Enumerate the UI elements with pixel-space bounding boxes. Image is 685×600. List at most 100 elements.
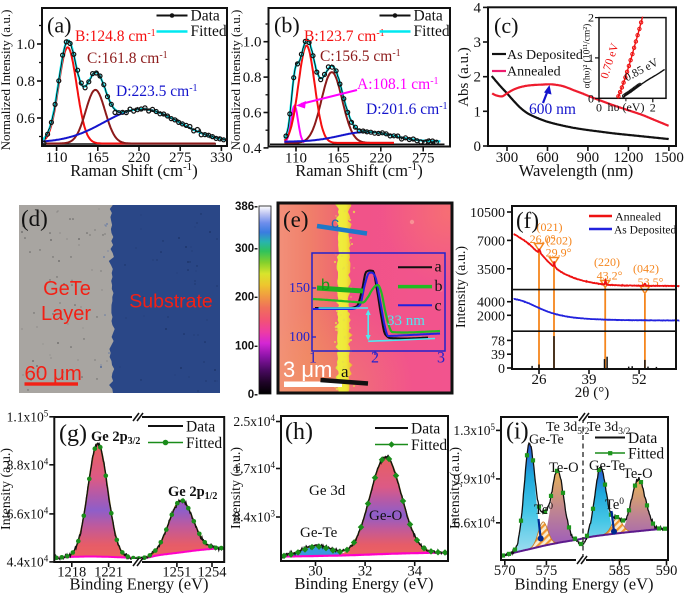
svg-text:386-: 386- [235,201,258,213]
svg-text:43.2°: 43.2° [597,269,623,283]
svg-text:600 nm: 600 nm [529,101,576,118]
svg-text:Normalized Intensity (a.u.): Normalized Intensity (a.u.) [0,10,13,151]
svg-text:α(hυ)² (10¹¹/cm²): α(hυ)² (10¹¹/cm²) [582,24,593,89]
svg-text:C:156.5 cm-1: C:156.5 cm-1 [320,48,401,65]
svg-text:52: 52 [632,372,647,388]
svg-text:Ge-Te: Ge-Te [300,525,338,541]
svg-text:220: 220 [128,150,151,166]
svg-text:(220): (220) [594,255,620,269]
svg-text:(d): (d) [21,206,48,231]
svg-text:2θ (°): 2θ (°) [575,385,609,401]
svg-text:1: 1 [309,350,317,367]
svg-text:(i): (i) [506,419,529,445]
svg-text:B:123.7 cm-1: B:123.7 cm-1 [304,28,385,45]
svg-text:Annealed: Annealed [507,65,561,80]
svg-text:D:201.6 cm-1: D:201.6 cm-1 [366,101,448,118]
svg-text:1.0: 1.0 [243,35,262,51]
svg-text:Intensity (a.u.): Intensity (a.u.) [454,246,469,328]
svg-text:4000: 4000 [477,296,505,311]
svg-text:165: 165 [87,150,110,166]
svg-text:1200: 1200 [613,150,643,166]
svg-text:C:161.8 cm-1: C:161.8 cm-1 [87,50,168,67]
svg-text:0.8: 0.8 [243,70,262,86]
svg-text:(f): (f) [516,208,539,233]
svg-text:3: 3 [474,35,482,51]
svg-text:100: 100 [289,330,310,345]
svg-text:b: b [435,278,443,295]
svg-text:Intensity (a.u.): Intensity (a.u.) [229,447,244,529]
svg-text:(h): (h) [285,419,313,445]
svg-text:1251: 1251 [162,565,191,581]
svg-text:4.4x104: 4.4x104 [7,553,49,569]
svg-text:600: 600 [536,150,559,166]
svg-text:Substrate: Substrate [129,291,212,313]
svg-text:7000: 7000 [477,234,505,249]
svg-text:0: 0 [498,362,505,377]
svg-text:26: 26 [532,372,548,388]
svg-text:39: 39 [491,348,505,363]
svg-text:A:108.1 cm-1: A:108.1 cm-1 [357,76,439,93]
svg-text:2000: 2000 [477,309,505,324]
svg-text:1254: 1254 [198,565,228,581]
svg-text:275: 275 [412,151,435,167]
svg-text:c: c [331,215,339,232]
svg-text:a: a [435,259,442,276]
svg-text:a: a [341,362,349,381]
svg-text:Fitted: Fitted [411,437,447,454]
svg-text:Data: Data [186,419,215,436]
svg-text:39: 39 [582,372,597,388]
svg-text:(g): (g) [59,421,87,447]
svg-text:Data: Data [411,421,440,438]
svg-text:Fitted: Fitted [186,435,222,452]
svg-text:Raman Shift (cm-1): Raman Shift (cm-1) [70,161,198,180]
svg-text:29.9°: 29.9° [546,246,572,260]
svg-text:2: 2 [650,100,656,114]
svg-text:(c): (c) [494,13,518,38]
svg-text:1500: 1500 [654,150,684,166]
svg-text:Abs (a.u.): Abs (a.u.) [456,47,472,107]
svg-text:30: 30 [308,564,323,580]
svg-text:6.6x104: 6.6x104 [453,514,495,530]
svg-text:0-: 0- [248,389,258,401]
svg-text:1.7x104: 1.7x104 [233,460,275,476]
svg-text:GeTe: GeTe [43,278,91,300]
svg-text:D:223.5 cm-1: D:223.5 cm-1 [116,83,198,100]
svg-text:Normalized Intensity (a.u.): Normalized Intensity (a.u.) [228,10,243,151]
svg-text:Fitted: Fitted [414,23,450,40]
svg-text:6.6x104: 6.6x104 [7,505,49,521]
svg-text:Raman Shift (cm-1): Raman Shift (cm-1) [295,161,423,180]
svg-text:100-: 100- [235,340,258,352]
svg-text:Annealed: Annealed [615,210,661,224]
svg-text:1.0: 1.0 [16,37,35,53]
svg-text:(a): (a) [47,13,71,38]
svg-text:575: 575 [536,563,558,579]
svg-text:(042): (042) [633,262,659,276]
svg-text:Wavelength (nm): Wavelength (nm) [519,161,634,180]
svg-text:0: 0 [474,139,482,155]
svg-text:Te-O: Te-O [549,460,579,476]
svg-text:Data: Data [628,430,657,447]
svg-text:32: 32 [358,564,373,580]
svg-text:Ge-Te: Ge-Te [529,433,564,448]
svg-text:(b): (b) [274,13,300,38]
svg-text:As Deposited: As Deposited [614,225,677,237]
svg-text:165: 165 [327,151,350,167]
svg-text:1: 1 [588,51,594,65]
svg-text:Intensity (a.u.): Intensity (a.u.) [0,448,14,530]
svg-text:Data: Data [191,7,220,24]
svg-text:200-: 200- [235,292,258,304]
svg-text:hυ (eV): hυ (eV) [608,100,645,114]
svg-text:110: 110 [285,151,307,167]
svg-text:0.6: 0.6 [16,111,35,127]
svg-text:Fitted: Fitted [191,23,227,40]
svg-text:10500: 10500 [470,206,505,221]
svg-text:110: 110 [46,150,68,166]
svg-text:60 μm: 60 μm [25,362,82,385]
svg-text:570: 570 [494,563,516,579]
svg-text:33 nm: 33 nm [387,313,425,329]
svg-text:8.4x103: 8.4x103 [233,509,275,525]
svg-text:150: 150 [289,281,310,296]
svg-text:220: 220 [370,151,393,167]
svg-text:3 μm: 3 μm [283,357,332,382]
svg-text:300-: 300- [235,243,258,255]
